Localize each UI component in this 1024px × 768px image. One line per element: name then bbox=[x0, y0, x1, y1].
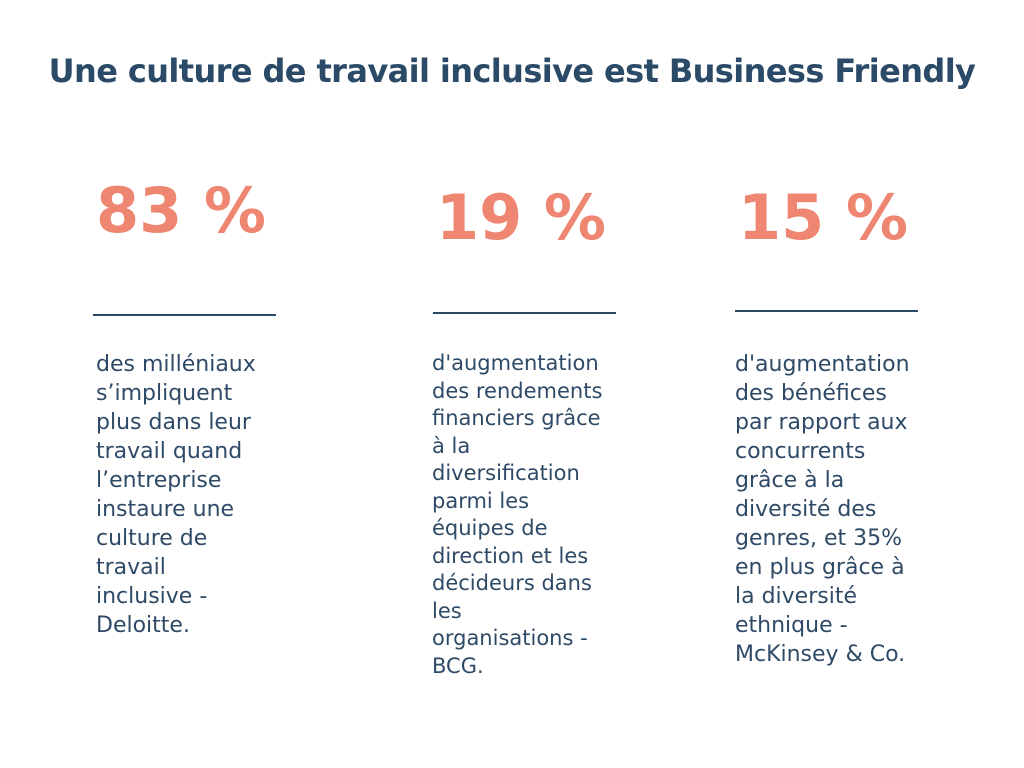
stat-value: 83 % bbox=[96, 174, 266, 247]
divider-line bbox=[433, 312, 616, 314]
page-title: Une culture de travail inclusive est Bus… bbox=[48, 52, 976, 90]
stat-description: d'augmentation des bénéfices par rapport… bbox=[735, 352, 910, 667]
stat-value: 19 % bbox=[436, 181, 606, 254]
stat-description: d'augmentation des rendements financiers… bbox=[432, 351, 603, 678]
stat-value: 15 % bbox=[738, 181, 908, 254]
divider-line bbox=[93, 314, 276, 316]
stat-description: des milléniaux s’impliquent plus dans le… bbox=[96, 352, 256, 638]
divider-line bbox=[735, 310, 918, 312]
